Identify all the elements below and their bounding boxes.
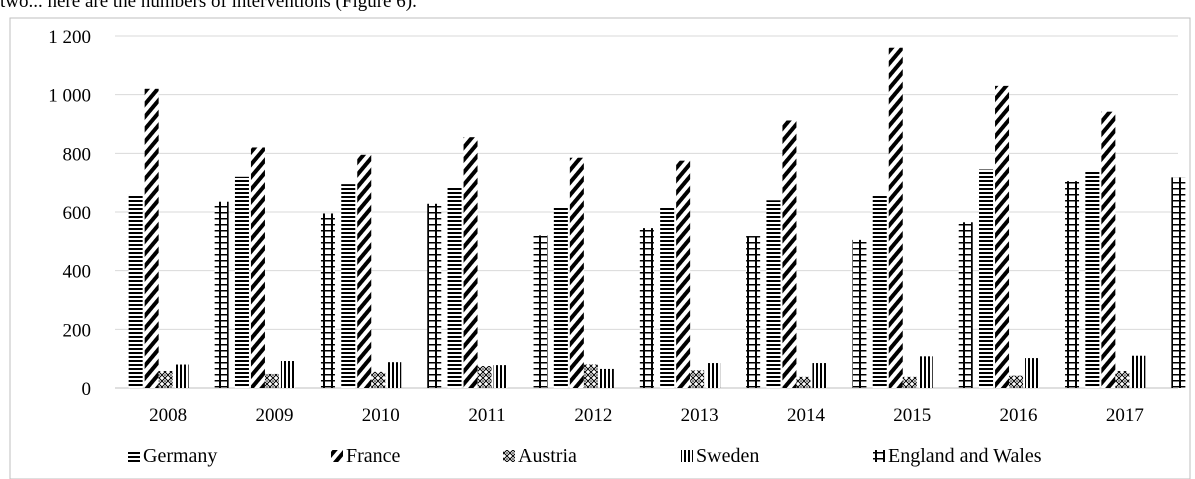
bar-germany-2009 (234, 176, 249, 388)
bar-sweden-2017 (1131, 355, 1146, 388)
x-tick-label: 2016 (1000, 405, 1038, 426)
bar-austria-2015 (902, 376, 917, 388)
bar-austria-2013 (690, 370, 705, 388)
x-tick-label: 2015 (893, 405, 931, 426)
bar-germany-2010 (341, 184, 356, 388)
y-tick-label: 800 (63, 144, 92, 165)
bar-france-2015 (888, 47, 903, 388)
legend: Germany France Austria Sweden England and Wa… (128, 445, 1042, 467)
bar-france-2010 (357, 154, 372, 388)
chart-frame (9, 17, 1191, 479)
x-tick-label: 2008 (149, 405, 187, 426)
bar-sweden-2009 (280, 361, 295, 388)
bar-germany-2014 (766, 200, 781, 388)
bar-england-and-wales-2012 (639, 228, 654, 388)
bar-sweden-2014 (812, 363, 827, 388)
bar-france-2012 (569, 157, 584, 388)
legend-label: France (346, 445, 401, 467)
legend-label: Germany (143, 445, 217, 467)
bar-germany-2017 (1085, 171, 1100, 388)
bar-austria-2016 (1009, 375, 1024, 388)
bar-germany-2016 (979, 169, 994, 388)
bar-france-2014 (782, 120, 797, 388)
bar-germany-2011 (447, 186, 462, 388)
bar-sweden-2008 (174, 364, 189, 388)
bar-germany-2013 (660, 206, 675, 388)
bars (128, 47, 1186, 389)
x-tick-label: 2013 (681, 405, 719, 426)
bar-england-and-wales-2008 (214, 201, 229, 388)
bar-germany-2012 (553, 207, 568, 388)
x-axis: 2008 2009 2010 2011 2012 2013 2014 2015 2016 2017 (149, 405, 1144, 426)
x-tick-label: 2009 (255, 405, 293, 426)
y-tick-label: 600 (63, 203, 92, 224)
bar-england-and-wales-2017 (1171, 177, 1186, 388)
legend-label: Sweden (696, 445, 759, 467)
bar-england-and-wales-2015 (958, 222, 973, 388)
bar-austria-2009 (264, 373, 279, 388)
bar-austria-2011 (477, 366, 492, 388)
legend-swatch (873, 450, 885, 462)
bar-england-and-wales-2013 (746, 236, 761, 388)
bar-france-2009 (250, 147, 265, 388)
x-tick-label: 2012 (574, 405, 612, 426)
bar-austria-2014 (796, 376, 811, 388)
y-tick-label: 0 (82, 379, 92, 400)
x-tick-label: 2010 (362, 405, 400, 426)
legend-swatch (681, 450, 693, 462)
bar-sweden-2013 (706, 363, 721, 388)
bar-austria-2017 (1115, 370, 1130, 388)
bar-sweden-2016 (1025, 358, 1040, 388)
x-tick-label: 2017 (1106, 405, 1144, 426)
bar-sweden-2012 (599, 368, 614, 388)
bar-england-and-wales-2010 (427, 203, 442, 388)
bar-france-2008 (144, 88, 159, 389)
bar-germany-2008 (128, 195, 143, 388)
bar-germany-2015 (872, 195, 887, 388)
legend-swatch (331, 450, 343, 462)
bar-france-2011 (463, 137, 478, 388)
y-tick-label: 1 000 (48, 86, 91, 107)
bar-france-2016 (995, 85, 1010, 388)
legend-swatch (128, 450, 140, 462)
bar-england-and-wales-2016 (1065, 181, 1080, 388)
bar-sweden-2015 (918, 356, 933, 388)
bar-england-and-wales-2009 (320, 213, 335, 388)
bar-austria-2008 (158, 370, 173, 388)
caption-fragment: two... here are the numbers of intervent… (0, 0, 417, 11)
legend-swatch (503, 450, 515, 462)
legend-label: Austria (518, 445, 577, 467)
bar-france-2017 (1101, 111, 1116, 389)
bar-france-2013 (676, 160, 691, 388)
y-tick-label: 400 (63, 262, 92, 283)
bar-sweden-2010 (387, 362, 402, 388)
bar-austria-2012 (583, 364, 598, 388)
bar-england-and-wales-2014 (852, 239, 867, 388)
x-tick-label: 2014 (787, 405, 826, 426)
y-tick-label: 1 200 (48, 27, 91, 48)
bar-austria-2010 (371, 371, 386, 388)
x-tick-label: 2011 (468, 405, 505, 426)
bar-sweden-2011 (493, 365, 508, 388)
legend-label: England and Wales (888, 445, 1042, 467)
bar-england-and-wales-2011 (533, 235, 548, 388)
y-tick-label: 200 (63, 320, 92, 341)
